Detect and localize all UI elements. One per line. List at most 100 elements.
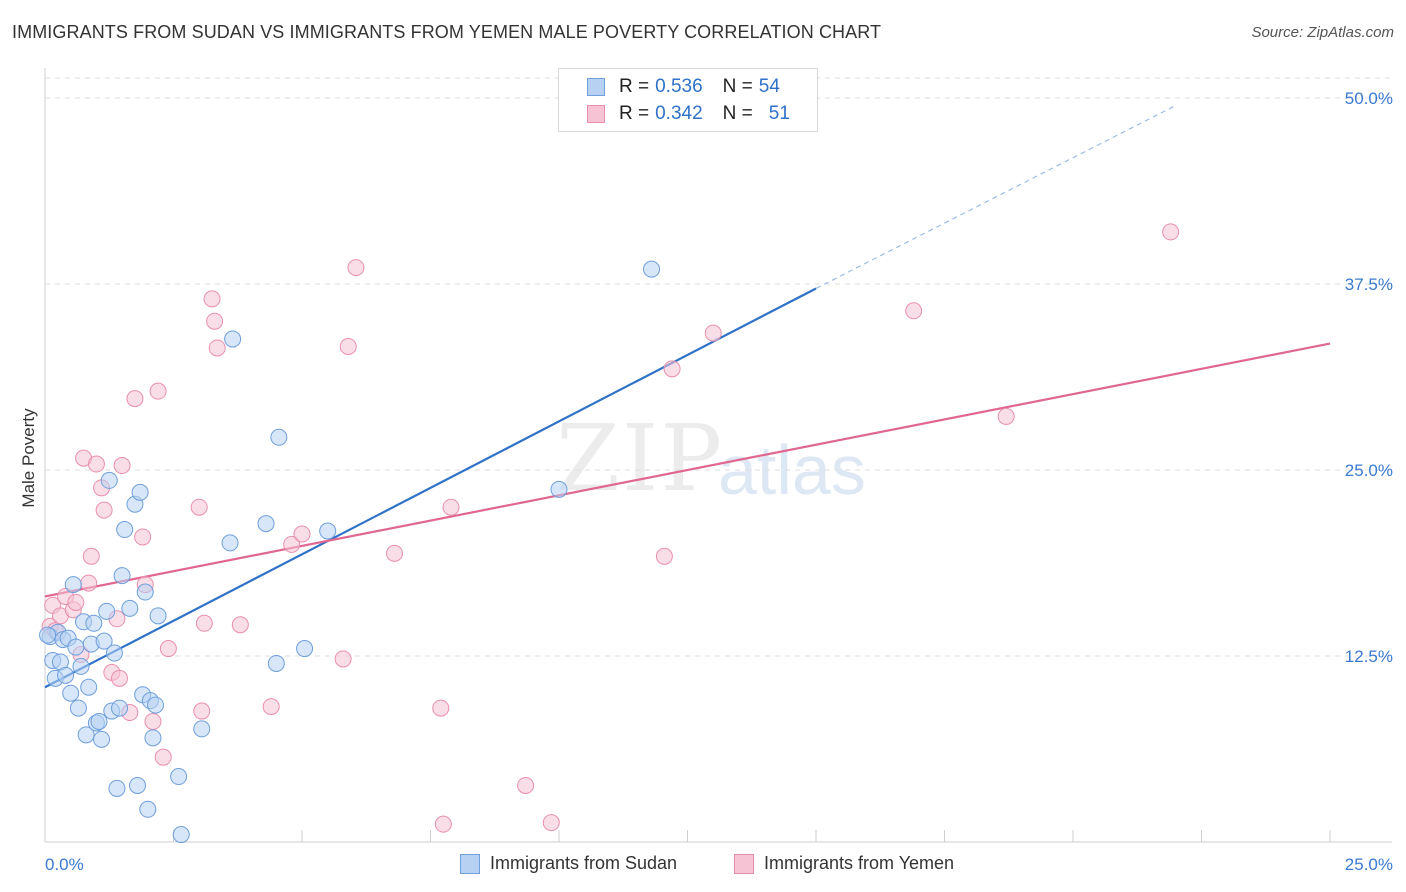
point-yemen-36 [334, 650, 352, 668]
point-sudan-32 [129, 776, 147, 794]
correlation-legend: R = 0.536 N = 54 R = 0.342 N = 51 [558, 68, 818, 132]
point-sudan-35 [136, 583, 154, 601]
y-tick-label-2: 37.5% [1345, 275, 1393, 294]
point-sudan-51 [550, 480, 568, 498]
axes [44, 68, 1392, 843]
source-label: Source: ZipAtlas.com [1251, 24, 1394, 41]
point-yemen-9 [80, 574, 98, 592]
y-tick-label-0: 12.5% [1345, 647, 1393, 666]
point-yemen-41 [434, 815, 452, 833]
point-yemen-10 [82, 547, 100, 565]
x-tick-label-0: 0.0% [45, 855, 84, 874]
point-yemen-38 [347, 259, 365, 277]
trend-dashed-sudan [815, 104, 1177, 289]
series-legend: Immigrants from Sudan Immigrants from Ye… [0, 853, 1406, 877]
x-tick-label-1: 25.0% [1345, 855, 1393, 874]
trend-solid-yemen [44, 342, 1331, 598]
series-swatch-yemen [734, 853, 754, 874]
point-yemen-34 [283, 535, 301, 553]
point-yemen-37 [339, 337, 357, 355]
series-legend-yemen[interactable]: Immigrants from Yemen [734, 853, 954, 874]
point-sudan-23 [100, 471, 118, 489]
legend-r-value-yemen: 0.342 [655, 103, 703, 124]
point-yemen-43 [517, 776, 535, 794]
series-label-sudan: Immigrants from Sudan [490, 853, 678, 873]
points-sudan [39, 260, 661, 844]
point-yemen-16 [111, 669, 129, 687]
points-yemen [41, 223, 1180, 833]
point-sudan-33 [131, 483, 149, 501]
series-swatch-sudan [460, 853, 480, 874]
point-yemen-24 [154, 748, 172, 766]
point-yemen-31 [208, 339, 226, 357]
point-sudan-46 [257, 515, 275, 533]
point-sudan-11 [69, 699, 87, 717]
series-legend-sudan[interactable]: Immigrants from Sudan [460, 853, 677, 874]
point-yemen-50 [1162, 223, 1180, 241]
point-sudan-14 [77, 726, 95, 744]
point-yemen-13 [95, 501, 113, 519]
point-sudan-21 [95, 632, 113, 650]
watermark-atlas: atlas [718, 431, 866, 509]
point-sudan-36 [139, 800, 157, 818]
series-label-yemen: Immigrants from Yemen [764, 853, 955, 873]
point-sudan-19 [90, 712, 108, 730]
legend-row-yemen: R = 0.342 N = 51 [587, 102, 790, 126]
point-yemen-45 [655, 547, 673, 565]
point-sudan-44 [221, 534, 239, 552]
point-yemen-42 [442, 498, 460, 516]
point-sudan-15 [80, 678, 98, 696]
point-yemen-6 [67, 593, 85, 611]
point-yemen-47 [704, 324, 722, 342]
point-yemen-32 [231, 616, 249, 634]
point-sudan-50 [319, 522, 337, 540]
point-yemen-23 [149, 382, 167, 400]
point-yemen-20 [134, 528, 152, 546]
legend-r-label-sudan: R = [619, 76, 650, 97]
point-yemen-25 [159, 640, 177, 658]
y-axis-label: Male Poverty [19, 408, 38, 508]
point-sudan-17 [85, 614, 103, 632]
point-sudan-41 [170, 768, 188, 786]
trend-line-sudan [44, 104, 1177, 689]
point-yemen-30 [206, 312, 224, 330]
point-yemen-46 [663, 360, 681, 378]
point-sudan-6 [57, 666, 75, 684]
point-sudan-25 [105, 644, 123, 662]
point-sudan-8 [62, 684, 80, 702]
point-sudan-48 [267, 654, 285, 672]
point-sudan-43 [193, 720, 211, 738]
legend-swatch-yemen [587, 105, 605, 123]
point-yemen-29 [203, 290, 221, 308]
point-yemen-39 [386, 544, 404, 562]
point-sudan-30 [121, 599, 139, 617]
point-yemen-26 [190, 498, 208, 516]
point-sudan-49 [296, 640, 314, 658]
legend-swatch-sudan [587, 78, 605, 96]
point-sudan-20 [93, 730, 111, 748]
legend-r-value-sudan: 0.536 [655, 76, 703, 97]
point-sudan-12 [72, 657, 90, 675]
point-sudan-42 [172, 826, 190, 844]
watermark-zip: ZIP [556, 405, 725, 512]
point-sudan-9 [64, 576, 82, 594]
legend-row-sudan: R = 0.536 N = 54 [587, 75, 780, 99]
trend-line-yemen [44, 342, 1331, 598]
point-sudan-47 [270, 428, 288, 446]
point-yemen-33 [262, 698, 280, 716]
point-sudan-40 [149, 607, 167, 625]
trend-solid-sudan [44, 287, 817, 689]
legend-n-label-yemen: N = [722, 103, 753, 124]
point-sudan-28 [113, 567, 131, 585]
point-yemen-48 [905, 302, 923, 320]
y-tick-label-3: 50.0% [1345, 89, 1393, 108]
point-yemen-22 [144, 712, 162, 730]
grid-lines [45, 77, 1392, 657]
point-sudan-22 [98, 602, 116, 620]
legend-r-label-yemen: R = [619, 103, 650, 124]
point-sudan-10 [67, 638, 85, 656]
tick-labels: 12.5% 25.0% 37.5% 50.0% 0.0% 25.0% [45, 89, 1393, 874]
point-yemen-27 [193, 702, 211, 720]
point-sudan-53 [39, 626, 57, 644]
